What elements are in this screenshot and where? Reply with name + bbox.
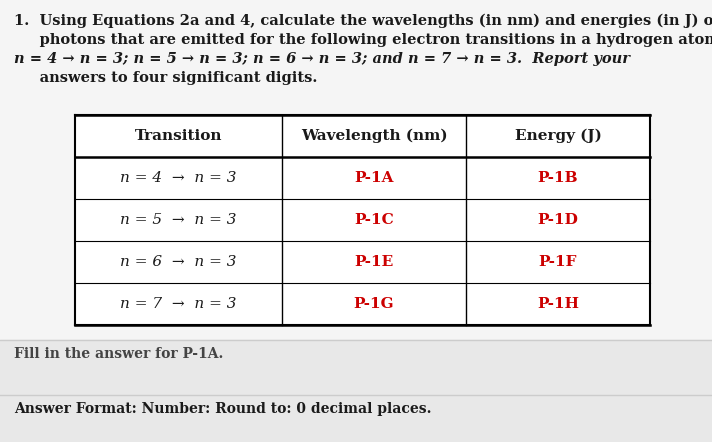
Text: P-1A: P-1A [355, 171, 394, 185]
Text: n = 7  →  n = 3: n = 7 → n = 3 [120, 297, 237, 311]
Text: P-1E: P-1E [355, 255, 394, 269]
Text: n = 6  →  n = 3: n = 6 → n = 3 [120, 255, 237, 269]
Text: Fill in the answer for P-1A.: Fill in the answer for P-1A. [14, 347, 224, 361]
Bar [0, 340, 712, 442]
Bar [0, 0, 712, 340]
Text: P-1B: P-1B [538, 171, 578, 185]
Text: Transition: Transition [135, 129, 222, 143]
Text: Energy (J): Energy (J) [515, 129, 602, 143]
Text: answers to four significant digits.: answers to four significant digits. [14, 71, 318, 85]
Text: P-1H: P-1H [537, 297, 579, 311]
Text: n = 4 → n = 3; n = 5 → n = 3; n = 6 → n = 3; and n = 7 → n = 3.  Report your: n = 4 → n = 3; n = 5 → n = 3; n = 6 → n … [14, 52, 630, 66]
Text: P-1C: P-1C [354, 213, 394, 227]
Bar [75, 115, 650, 325]
Text: Answer Format: Number: Round to: 0 decimal places.: Answer Format: Number: Round to: 0 decim… [14, 402, 431, 416]
Text: Wavelength (nm): Wavelength (nm) [300, 129, 447, 143]
Text: P-1D: P-1D [538, 213, 578, 227]
Text: n = 4  →  n = 3: n = 4 → n = 3 [120, 171, 237, 185]
Text: photons that are emitted for the following electron transitions in a hydrogen at: photons that are emitted for the followi… [14, 33, 712, 47]
Text: 1.  Using Equations 2a and 4, calculate the wavelengths (in nm) and energies (in: 1. Using Equations 2a and 4, calculate t… [14, 14, 712, 28]
Text: P-1G: P-1G [354, 297, 394, 311]
Text: P-1F: P-1F [539, 255, 577, 269]
Text: n = 5  →  n = 3: n = 5 → n = 3 [120, 213, 237, 227]
